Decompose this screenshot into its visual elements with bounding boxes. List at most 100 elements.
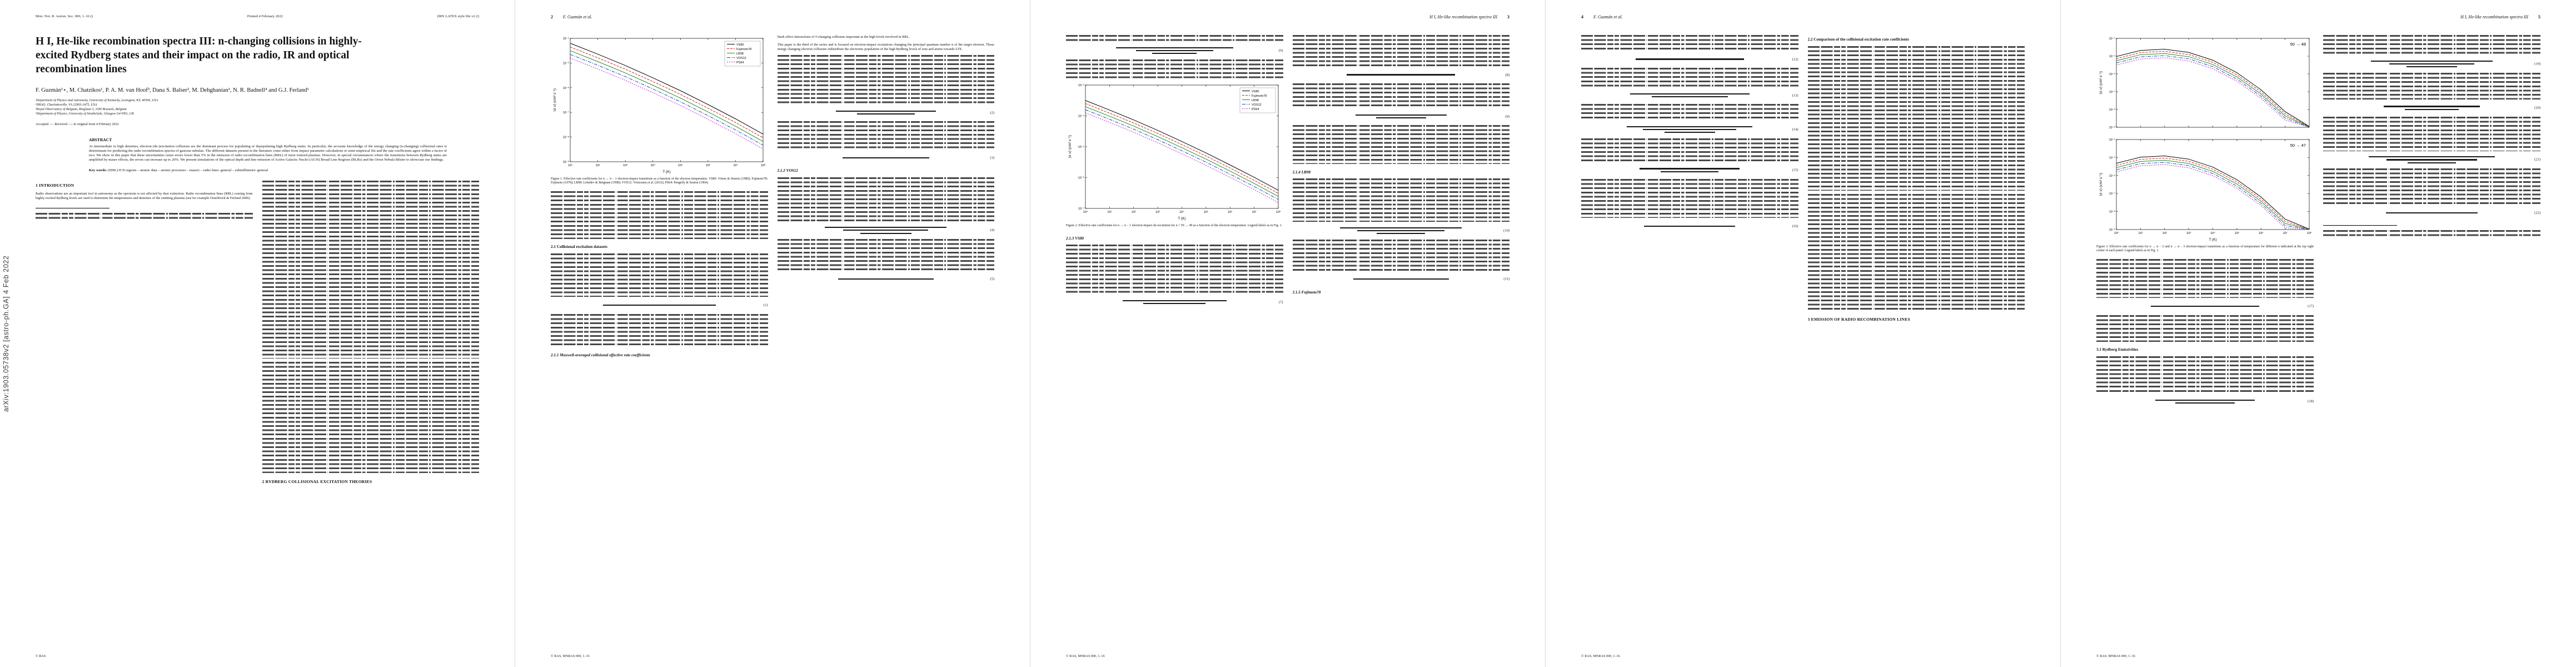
display-equation: (9) — [1293, 113, 1509, 120]
equation-number: (9) — [1505, 115, 1509, 118]
equation-number: (20) — [2534, 106, 2540, 110]
subsection-heading-214: 2.1.4 LB98 — [1292, 170, 1311, 175]
svg-text:VOS12: VOS12 — [736, 57, 746, 60]
display-equation: (7) — [1066, 299, 1283, 306]
body-text-block — [1292, 178, 1509, 222]
svg-text:10⁻³: 10⁻³ — [1078, 84, 1084, 87]
two-column-body: (6) 10⁰ 10¹ 10² 10³ 10⁴ 10⁵ 10⁶ 10⁷ 10⁸ 10⁻⁷ 10⁻⁶ 1… — [1066, 35, 1509, 650]
column-right: 2.2 Comparison of the collisional excita… — [1807, 35, 2025, 650]
svg-text:10⁰: 10⁰ — [1083, 210, 1088, 214]
svg-text:10⁶: 10⁶ — [2259, 231, 2263, 235]
svg-text:10⁷: 10⁷ — [2283, 231, 2287, 235]
running-header: 4 F. Guzmán et al. — [1581, 14, 2025, 19]
svg-text:10⁻⁶: 10⁻⁶ — [2109, 174, 2115, 178]
keywords-text: (ISM:) H II regions – atomic data – atom… — [108, 168, 268, 172]
display-equation: (13) — [1581, 92, 1798, 99]
body-text-block — [2096, 258, 2314, 298]
body-text: Radio observations are an important tool… — [36, 192, 253, 201]
section-heading-rrl-emission: 3 EMISSION OF RADIO RECOMBINATION LINES — [1807, 316, 1910, 322]
svg-text:10⁸: 10⁸ — [761, 163, 765, 167]
footnote-text-block — [2323, 230, 2540, 238]
running-title: F. Guzmán et al. — [1593, 14, 1623, 19]
svg-text:10⁻⁴: 10⁻⁴ — [1078, 115, 1085, 118]
svg-text:VS80: VS80 — [1252, 90, 1259, 93]
equation-number: (21) — [2534, 157, 2540, 162]
body-text-block — [1581, 35, 1798, 51]
svg-text:10⁶: 10⁶ — [1228, 210, 1232, 214]
page-1: arXiv:1903.05738v2 [astro-ph.GA] 4 Feb 2… — [0, 0, 515, 667]
display-equation: (10) — [1293, 227, 1509, 235]
running-title: F. Guzmán et al. — [563, 14, 592, 19]
section-heading-rydberg-theories: 2 RYDBERG COLLISIONAL EXCITATION THEORIE… — [262, 479, 372, 484]
svg-text:10⁷: 10⁷ — [734, 163, 738, 167]
display-equation: (17) — [2096, 303, 2314, 310]
display-equation: (22) — [2323, 210, 2540, 216]
page-footer: © RAS, MNRAS 000, 1–16 — [551, 654, 590, 658]
equation-number: (3) — [990, 156, 994, 160]
display-equation: (11) — [1293, 276, 1509, 282]
body-text-block — [1807, 46, 2025, 191]
svg-text:10⁸: 10⁸ — [1276, 210, 1280, 214]
svg-text:10⁻⁷: 10⁻⁷ — [2109, 90, 2115, 94]
svg-text:T (K): T (K) — [1178, 217, 1186, 221]
subsection-heading-215: 2.1.5 Fujimoto78 — [1292, 290, 1321, 295]
body-text-block — [1066, 59, 1283, 78]
svg-text:10⁻⁸: 10⁻⁸ — [2109, 108, 2115, 112]
svg-text:10⁻⁶: 10⁻⁶ — [2109, 72, 2115, 76]
svg-text:10¹: 10¹ — [1108, 211, 1112, 214]
svg-text:10⁰: 10⁰ — [2114, 231, 2119, 235]
svg-text:VS80: VS80 — [736, 43, 744, 47]
page-5: H I, He-like recombination spectra III 5… — [2061, 0, 2576, 667]
body-text-block — [551, 313, 768, 347]
page-footer: © RAS, MNRAS 000, 1–16 — [1581, 654, 1620, 658]
equation-number: (18) — [2308, 399, 2314, 404]
svg-text:PS64: PS64 — [1252, 108, 1259, 111]
display-equation: (8) — [1293, 72, 1509, 78]
display-equation: (14) — [1581, 126, 1798, 133]
affiliation: ²NRAO, Charlottesville, VA 22903-2475, U… — [36, 103, 97, 107]
svg-text:10³: 10³ — [1155, 211, 1160, 214]
svg-text:10⁻⁷: 10⁻⁷ — [563, 111, 569, 115]
affiliation: ¹Department of Physics and Astronomy, Un… — [36, 98, 158, 102]
display-equation: (4) — [778, 227, 994, 234]
column-right: (8) (9) 2.1.4 LB98 (10) (11) — [1292, 35, 1509, 650]
display-equation: (5) — [778, 276, 994, 282]
two-column-body: 10¹ 10² 10³ 10⁴ 10⁵ 10⁶ 10⁷ 10⁸ 10⁻⁹ 10⁻⁸ 10⁻⁷ 10⁻⁶… — [551, 35, 994, 650]
equation-number: (12) — [1792, 57, 1798, 61]
body-text-block — [2323, 35, 2540, 55]
running-title: H I, He-like recombination spectra III — [1429, 14, 1497, 19]
column-right: Stark effect interactions of ℓ-changing … — [777, 35, 995, 650]
body-text-block — [1292, 125, 1509, 164]
equation-number: (2) — [990, 111, 994, 115]
svg-text:10⁻⁵: 10⁻⁵ — [2109, 54, 2115, 58]
svg-text:50 → 48: 50 → 48 — [2290, 42, 2305, 47]
equation-number: (10) — [1503, 228, 1509, 233]
body-text-block — [777, 177, 994, 222]
body-text-block — [2096, 356, 2314, 393]
page-number: 4 — [1581, 14, 1583, 19]
body-text-block — [1292, 83, 1509, 108]
column-left: 10⁻⁹ 10⁻⁸ 10⁻⁷ 10⁻⁶ 10⁻⁵ 10⁻⁴ ⟨σ v⟩ (cm³ s⁻¹) 5… — [2096, 35, 2314, 650]
equation-number: (6) — [1278, 48, 1283, 53]
body-text-block — [1581, 138, 1798, 162]
printed-date: Printed 4 February 2022 — [247, 14, 283, 18]
svg-text:10⁸: 10⁸ — [2306, 231, 2311, 235]
svg-text:T (K): T (K) — [2209, 238, 2216, 242]
page-number: 3 — [1507, 14, 1509, 19]
svg-text:10⁴: 10⁴ — [2210, 231, 2215, 235]
figure-3-caption: Figure 3. Effective rate coefficients fo… — [2096, 245, 2314, 253]
column-left: 1 INTRODUCTION Radio observations are an… — [36, 181, 253, 650]
column-left: (12) (13) (14) (15) — [1581, 35, 1798, 650]
svg-text:10⁴: 10⁴ — [1180, 210, 1185, 214]
body-text: This paper is the third of the series an… — [777, 43, 995, 51]
figure-2-plot: 10⁰ 10¹ 10² 10³ 10⁴ 10⁵ 10⁶ 10⁷ 10⁸ 10⁻⁷ 10⁻⁶ 10⁻⁵ 1… — [1068, 84, 1280, 221]
dateline: Accepted —. Received —; in original form… — [36, 122, 119, 126]
equation-number: (17) — [2308, 304, 2314, 308]
running-title: H I, He-like recombination spectra III — [2460, 14, 2528, 19]
svg-text:10⁵: 10⁵ — [1204, 210, 1208, 214]
equation-number: (8) — [1505, 73, 1509, 77]
equation-number: (11) — [1503, 277, 1509, 281]
subsection-heading-213: 2.1.3 VS80 — [1066, 236, 1084, 241]
svg-text:10⁻⁷: 10⁻⁷ — [1078, 207, 1084, 211]
